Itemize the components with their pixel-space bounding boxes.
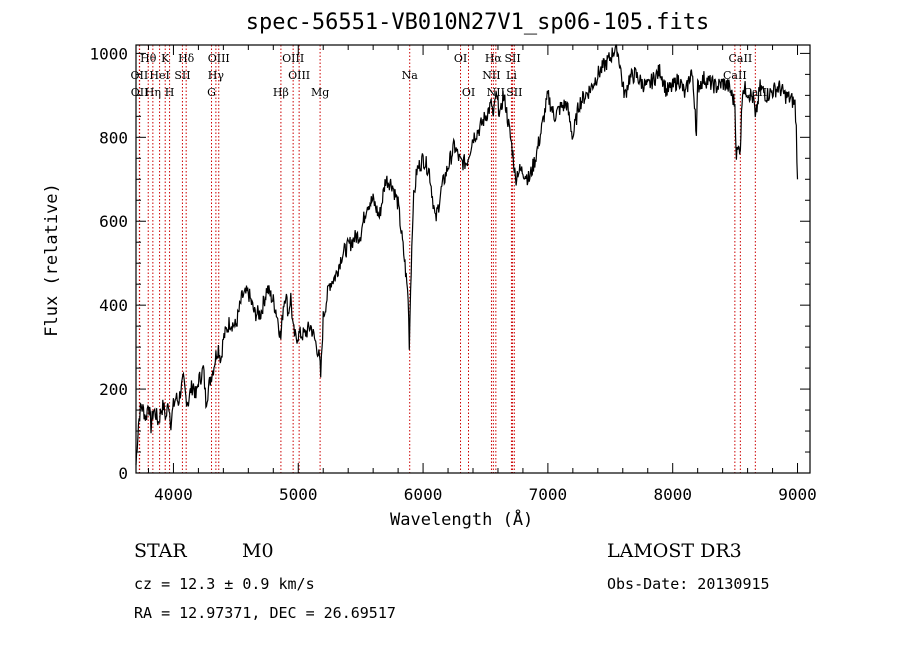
line-label-Hδ: Hδ	[178, 52, 195, 65]
y-tick-label: 800	[99, 128, 128, 147]
line-label-H: H	[165, 86, 175, 99]
line-label-K: K	[161, 52, 170, 65]
line-label-CaII: CaII	[729, 52, 753, 65]
line-label-OIII: OIII	[288, 69, 310, 82]
spectral-line-markers	[138, 45, 756, 473]
chart-title: spec-56551-VB010N27V1_sp06-105.fits	[245, 10, 710, 35]
line-label-Hβ: Hβ	[273, 86, 289, 99]
y-axis-label: Flux (relative)	[42, 183, 62, 337]
line-label-Na: Na	[402, 69, 419, 82]
y-tick-label: 200	[99, 380, 128, 399]
line-label-Li: Li	[506, 69, 517, 82]
x-tick-label: 4000	[154, 485, 193, 504]
line-label-Hθ: Hθ	[140, 52, 157, 65]
line-label-Hη: Hη	[145, 86, 161, 99]
x-tick-label: 9000	[778, 485, 817, 504]
x-tick-label: 6000	[404, 485, 443, 504]
line-label-OII: OII	[131, 86, 149, 99]
line-label-SII: SII	[506, 86, 522, 99]
spectrum-line	[135, 44, 799, 465]
line-label-Hα: Hα	[485, 52, 503, 65]
x-tick-label: 5000	[279, 485, 318, 504]
line-label-Hγ: Hγ	[208, 69, 225, 82]
line-label-HeI: HeI	[149, 69, 169, 82]
obs-date: Obs-Date: 20130915	[607, 575, 770, 593]
y-tick-label: 0	[118, 464, 128, 483]
object-class: STAR	[134, 540, 187, 562]
axis-ticks: 4000 5000 6000 7000 8000 9000 0 200 400 600 800 100…	[89, 44, 816, 504]
x-tick-label: 7000	[529, 485, 568, 504]
line-label-Mg: Mg	[311, 86, 329, 99]
object-subclass: M0	[242, 540, 274, 562]
line-label-SII: SII	[174, 69, 190, 82]
line-label-OI: OI	[462, 86, 475, 99]
line-label-CaII: CaII	[723, 69, 747, 82]
x-tick-label: 8000	[653, 485, 692, 504]
y-tick-label: 1000	[89, 44, 128, 63]
line-label-OII: OII	[131, 69, 149, 82]
line-label-NII: NII	[482, 69, 500, 82]
line-label-SII: SII	[504, 52, 520, 65]
line-label-OIII: OIII	[282, 52, 304, 65]
line-label-OIII: OIII	[208, 52, 230, 65]
redshift-info: cz = 12.3 ± 0.9 km/s	[134, 575, 315, 593]
line-label-G: G	[207, 86, 216, 99]
line-label-OI: OI	[454, 52, 467, 65]
survey-name: LAMOST DR3	[607, 540, 742, 562]
y-tick-label: 400	[99, 296, 128, 315]
plot-frame	[135, 44, 811, 474]
x-axis-label: Wavelength (Å)	[390, 510, 534, 530]
coordinates: RA = 12.97371, DEC = 26.69517	[134, 604, 396, 622]
y-tick-label: 600	[99, 212, 128, 231]
